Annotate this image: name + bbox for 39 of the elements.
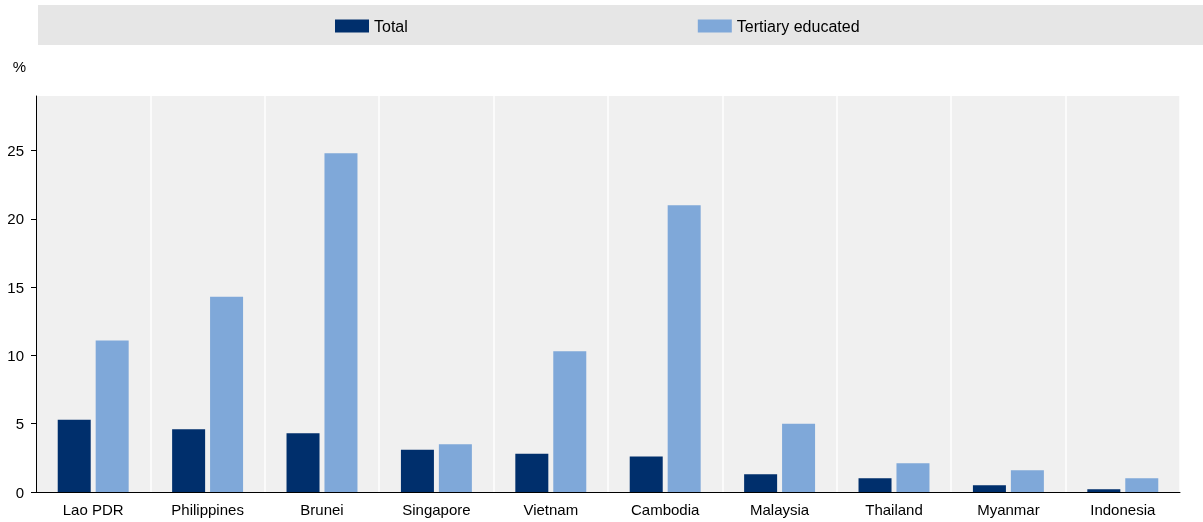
- x-tick-label: Cambodia: [631, 501, 701, 518]
- y-tick-label: 5: [15, 415, 24, 433]
- bar: [782, 423, 816, 492]
- x-tick-label: Malaysia: [750, 501, 810, 518]
- bar: [95, 340, 129, 492]
- x-tick-label: Philippines: [171, 501, 244, 518]
- y-axis-title: %: [12, 58, 26, 75]
- y-tick-label: 25: [7, 142, 24, 160]
- bar: [57, 419, 91, 492]
- x-tick-label: Singapore: [402, 501, 471, 518]
- bar: [972, 485, 1006, 492]
- x-tick-label: Lao PDR: [62, 501, 124, 518]
- bar: [210, 296, 244, 492]
- x-tick-label: Vietnam: [523, 501, 579, 518]
- bar: [438, 444, 472, 492]
- bar: [324, 153, 358, 492]
- bar: [553, 351, 587, 492]
- x-tick-label: Indonesia: [1090, 501, 1156, 518]
- bar: [286, 433, 320, 492]
- bar: [1087, 489, 1121, 492]
- y-tick-label: 0: [15, 483, 24, 501]
- bar: [400, 449, 434, 492]
- legend-label: Total: [374, 17, 408, 35]
- y-tick-label: 15: [7, 278, 24, 296]
- bar: [1010, 470, 1044, 492]
- bar: [515, 453, 549, 492]
- legend-label: Tertiary educated: [736, 17, 860, 35]
- bar: [629, 456, 663, 492]
- bar: [896, 463, 930, 492]
- bar: [172, 429, 206, 492]
- bar: [667, 205, 701, 492]
- x-tick-label: Myanmar: [977, 501, 1040, 518]
- bar: [858, 478, 892, 492]
- y-tick-label: 10: [7, 346, 24, 364]
- x-tick-label: Brunei: [300, 501, 344, 518]
- x-tick-label: Thailand: [865, 501, 923, 518]
- bar: [1125, 478, 1159, 492]
- y-tick-label: 20: [7, 210, 24, 228]
- bar: [744, 474, 778, 492]
